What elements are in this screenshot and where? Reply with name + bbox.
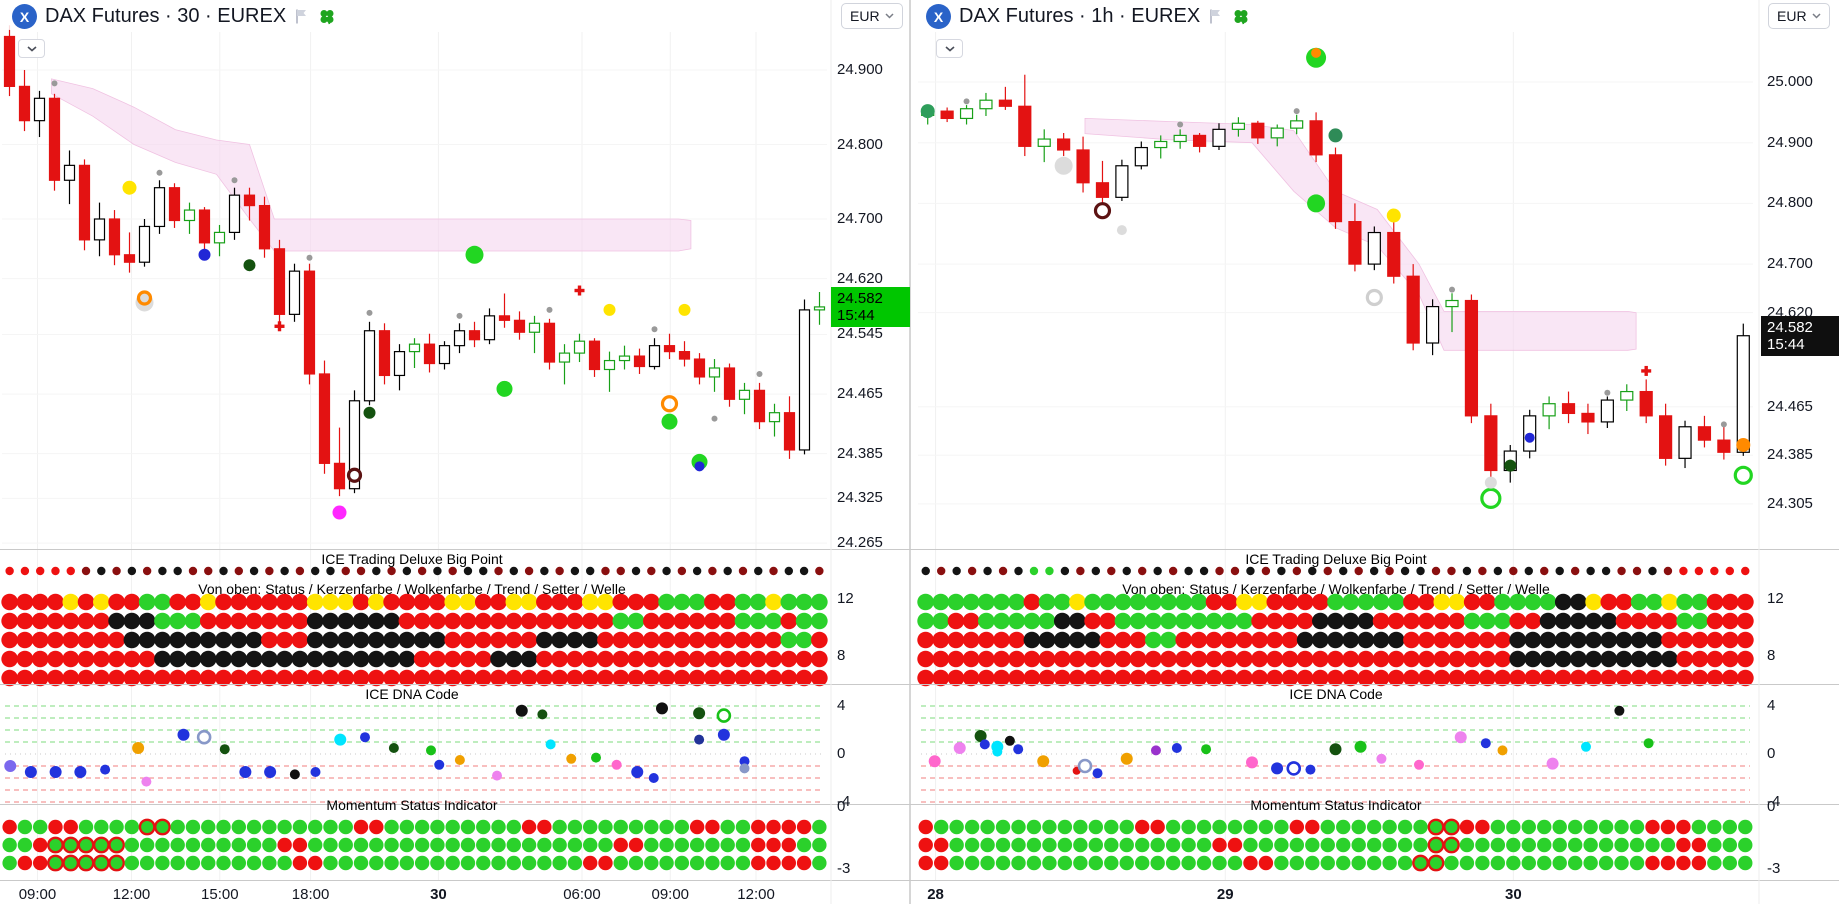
clover-icon[interactable] xyxy=(318,8,336,26)
indicator-title-big-point: ICE Trading Deluxe Big Point xyxy=(1245,551,1427,567)
last-price-value: 24.582 xyxy=(837,290,883,307)
time-axis-label: 12:00 xyxy=(737,886,775,903)
symbol-logo-icon[interactable]: X xyxy=(926,4,951,29)
chevron-down-icon xyxy=(944,45,955,52)
indicator-axis-label: 8 xyxy=(1767,647,1776,664)
time-axis-label: 29 xyxy=(1216,886,1234,903)
time-axis-label: 09:00 xyxy=(18,886,57,903)
indicator-axis-label: 0 xyxy=(837,798,846,815)
indicator-axis-label: 4 xyxy=(837,697,846,714)
indicator-axis-label: -3 xyxy=(1767,860,1781,877)
flag-icon[interactable] xyxy=(1208,8,1224,25)
time-axis-label: 30 xyxy=(1505,886,1522,903)
indicator-title-momentum: Momentum Status Indicator xyxy=(1250,797,1422,813)
panel-header-left: X DAX Futures · 30 · EUREX xyxy=(6,3,343,30)
indicator-title-dna: ICE DNA Code xyxy=(1289,686,1383,702)
panel-title-right[interactable]: DAX Futures · 1h · EUREX xyxy=(959,5,1201,27)
big-point-indicator xyxy=(917,566,1754,687)
time-axis-label: 12:00 xyxy=(112,886,151,903)
time-axis-label: 18:00 xyxy=(291,886,330,903)
currency-selector-left[interactable]: EUR xyxy=(841,3,903,29)
time-axis-label: 30 xyxy=(430,886,447,903)
time-axis-label: 28 xyxy=(927,886,944,903)
indicator-axis-label: -4 xyxy=(837,793,851,810)
price-axis-label: 24.900 xyxy=(1767,133,1813,151)
last-price-time: 15:44 xyxy=(837,307,875,324)
indicator-axis-label: -4 xyxy=(1767,793,1781,810)
time-axis-label: 09:00 xyxy=(651,886,690,903)
indicator-axis-label: -3 xyxy=(837,860,851,877)
price-axis-label: 24.385 xyxy=(1767,446,1813,464)
last-price-label: 24.582 15:44 xyxy=(1761,316,1839,356)
clover-icon[interactable] xyxy=(1232,8,1250,26)
candlestick-series xyxy=(921,74,1750,483)
indicator-axis-label: 8 xyxy=(837,647,846,664)
big-point-indicator xyxy=(1,566,828,687)
collapse-panel-button-right[interactable] xyxy=(936,39,963,58)
indicator-axis-label: 12 xyxy=(837,590,854,607)
dna-indicator xyxy=(4,702,824,803)
indicator-subtitle-von-oben: Von oben: Status / Kerzenfarbe / Wolkenf… xyxy=(198,581,626,597)
price-axis-label: 24.465 xyxy=(837,385,883,403)
dna-indicator xyxy=(921,705,1750,803)
momentum-indicator xyxy=(918,818,1753,872)
price-axis-label: 24.800 xyxy=(837,135,883,153)
currency-label: EUR xyxy=(850,8,880,24)
price-axis-label: 24.465 xyxy=(1767,397,1813,415)
last-price-value: 24.582 xyxy=(1767,319,1813,336)
price-axis-label: 24.700 xyxy=(837,210,883,227)
price-axis-label: 24.385 xyxy=(837,444,883,462)
indicator-axis-label: 0 xyxy=(1767,798,1776,815)
time-axis-label: 15:00 xyxy=(201,886,239,903)
price-axis-label: 24.900 xyxy=(837,61,883,78)
chevron-down-icon xyxy=(885,13,894,19)
indicator-axis-label: 4 xyxy=(1767,697,1776,714)
flag-icon[interactable] xyxy=(294,8,310,25)
currency-selector-right[interactable]: EUR xyxy=(1768,3,1830,29)
price-axis-label: 24.305 xyxy=(1767,494,1813,512)
indicator-title-momentum: Momentum Status Indicator xyxy=(326,797,498,813)
symbol-logo-icon[interactable]: X xyxy=(12,4,37,29)
panel-title-left[interactable]: DAX Futures · 30 · EUREX xyxy=(45,5,287,27)
currency-label: EUR xyxy=(1777,8,1807,24)
last-price-time: 15:44 xyxy=(1767,336,1805,353)
signal-markers xyxy=(51,80,763,520)
price-axis-label: 24.265 xyxy=(837,534,883,552)
time-axis-label: 06:00 xyxy=(563,886,601,903)
indicator-subtitle-von-oben: Von oben: Status / Kerzenfarbe / Wolkenf… xyxy=(1122,581,1550,597)
price-axis-label: 24.800 xyxy=(1767,194,1813,212)
indicator-axis-label: 12 xyxy=(1767,590,1784,607)
price-axis-label: 24.620 xyxy=(837,269,883,287)
collapse-panel-button-left[interactable] xyxy=(18,39,45,58)
indicator-title-big-point: ICE Trading Deluxe Big Point xyxy=(321,551,503,567)
momentum-indicator xyxy=(2,818,827,872)
panel-header-right: X DAX Futures · 1h · EUREX xyxy=(920,3,1257,30)
price-axis-label: 24.545 xyxy=(837,325,883,343)
cloud-band xyxy=(51,78,692,252)
price-axis-label: 24.700 xyxy=(1767,255,1813,273)
indicator-axis-label: 0 xyxy=(837,745,846,762)
price-axis-label: 24.325 xyxy=(837,489,883,507)
price-axis-label: 25.000 xyxy=(1767,73,1813,90)
chevron-down-icon xyxy=(26,45,37,52)
grid xyxy=(2,32,827,881)
last-price-label: 24.582 15:44 xyxy=(831,287,910,327)
chevron-down-icon xyxy=(1812,13,1821,19)
candlestick-series xyxy=(3,25,826,497)
signal-markers xyxy=(920,47,1753,510)
indicator-axis-label: 0 xyxy=(1767,745,1776,762)
indicator-title-dna: ICE DNA Code xyxy=(365,686,459,702)
